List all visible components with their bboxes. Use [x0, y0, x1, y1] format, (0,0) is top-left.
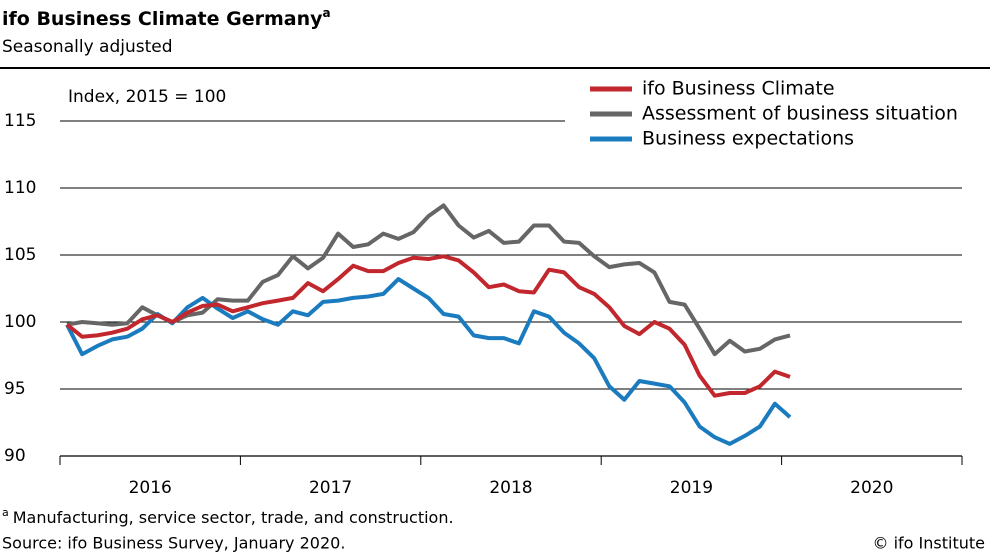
x-tick-label: 2017 [309, 478, 352, 498]
footnote-marker: a [2, 506, 9, 519]
series-line [65, 254, 791, 398]
chart-title: ifo Business Climate Germany [2, 8, 323, 30]
x-tick-label: 2019 [670, 478, 713, 498]
footnote: Manufacturing, service sector, trade, an… [13, 508, 454, 527]
x-tick-label: 2020 [850, 478, 893, 498]
y-tick-label: 100 [4, 312, 36, 332]
legend-label: Business expectations [642, 128, 854, 150]
y-tick-label: 95 [4, 379, 26, 399]
y-tick-label: 115 [4, 111, 36, 131]
y-tick-label: 105 [4, 245, 36, 265]
x-tick-label: 2018 [489, 478, 532, 498]
y-tick-label: 90 [4, 446, 26, 466]
chart-title-group: ifo Business Climate Germanya [2, 6, 331, 30]
legend-label: Assessment of business situation [642, 103, 958, 125]
credit: © ifo Institute [873, 534, 985, 553]
source: Source: ifo Business Survey, January 202… [2, 534, 345, 553]
series-line [65, 277, 792, 446]
series-line [66, 203, 791, 357]
y-axis-label: Index, 2015 = 100 [68, 87, 226, 107]
footnote-group: a Manufacturing, service sector, trade, a… [2, 506, 454, 527]
y-tick-label: 110 [4, 178, 36, 198]
footnote-marker: a [322, 6, 330, 20]
x-tick-label: 2016 [129, 478, 172, 498]
legend-label: ifo Business Climate [642, 78, 835, 100]
subtitle: Seasonally adjusted [2, 37, 173, 57]
